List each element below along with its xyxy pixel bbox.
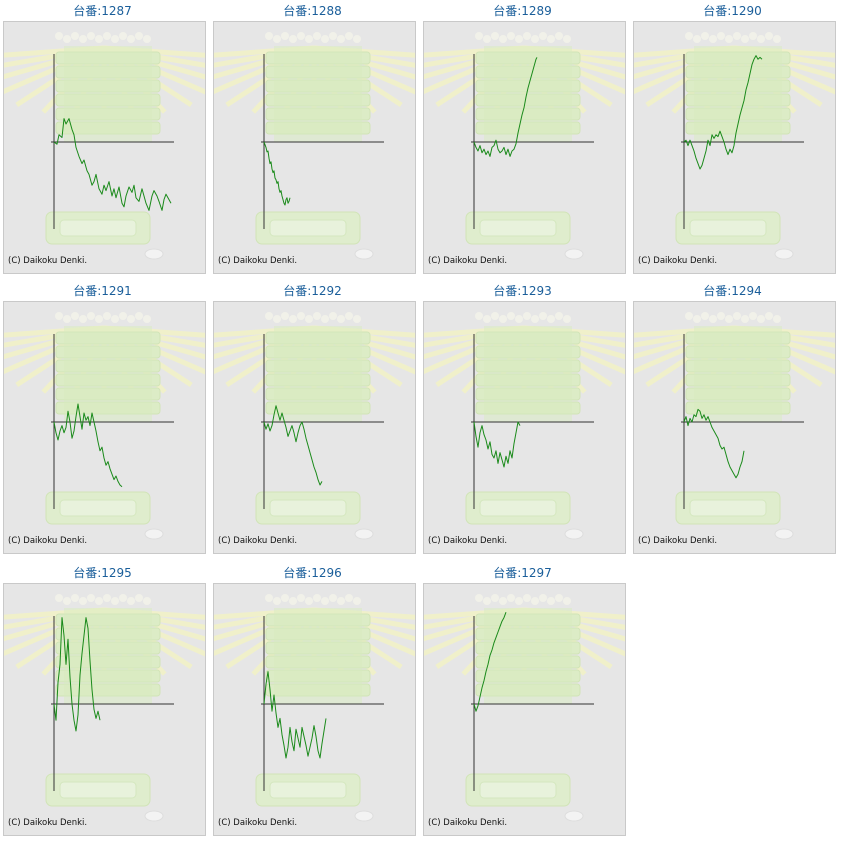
machine-number: 1290	[731, 4, 762, 18]
copyright-text: (C) Daikoku Denki.	[428, 818, 508, 828]
machine-chart-1293: 台番:1293 (C) Daikoku Denki.	[420, 280, 626, 556]
copyright-text: (C) Daikoku Denki.	[218, 536, 298, 546]
machine-title-prefix: 台番:	[283, 566, 312, 580]
watermark-illustration	[4, 312, 205, 540]
machine-chart-1296: 台番:1296 (C) Daikoku Denki.	[210, 562, 416, 838]
machine-number: 1292	[311, 284, 342, 298]
machine-number: 1291	[101, 284, 132, 298]
machine-chart-1290: 台番:1290 (C) Daikoku Denki.	[630, 0, 836, 276]
slump-graph	[424, 32, 625, 260]
copyright-text: (C) Daikoku Denki.	[638, 256, 718, 266]
series-line	[263, 405, 323, 486]
slump-graph	[214, 312, 415, 540]
machine-number: 1288	[311, 4, 342, 18]
series-line	[53, 118, 172, 211]
chart-panel: (C) Daikoku Denki.	[423, 21, 626, 274]
machine-title-prefix: 台番:	[283, 4, 312, 18]
copyright-text: (C) Daikoku Denki.	[218, 256, 298, 266]
copyright-text: (C) Daikoku Denki.	[8, 536, 88, 546]
machine-chart-1297: 台番:1297 (C) Daikoku Denki.	[420, 562, 626, 838]
machine-title-prefix: 台番:	[283, 284, 312, 298]
machine-number: 1297	[521, 566, 552, 580]
slump-graph	[214, 594, 415, 822]
machine-number: 1294	[731, 284, 762, 298]
machine-title[interactable]: 台番:1289	[420, 3, 625, 19]
series-line	[473, 421, 521, 468]
chart-panel: (C) Daikoku Denki.	[423, 583, 626, 836]
watermark-illustration	[214, 32, 415, 260]
machine-title[interactable]: 台番:1293	[420, 283, 625, 299]
machine-chart-1287: 台番:1287 (C) Daikoku Denki.	[0, 0, 206, 276]
machine-chart-1292: 台番:1292 (C) Daikoku Denki.	[210, 280, 416, 556]
watermark-illustration	[4, 32, 205, 260]
machine-title[interactable]: 台番:1296	[210, 565, 415, 581]
slump-graph	[4, 594, 205, 822]
machine-number: 1287	[101, 4, 132, 18]
machine-chart-1288: 台番:1288 (C) Daikoku Denki.	[210, 0, 416, 276]
watermark-illustration	[424, 32, 625, 260]
chart-panel: (C) Daikoku Denki.	[213, 21, 416, 274]
machine-title-prefix: 台番:	[73, 284, 102, 298]
machine-number: 1289	[521, 4, 552, 18]
watermark-illustration	[214, 312, 415, 540]
chart-panel: (C) Daikoku Denki.	[3, 583, 206, 836]
copyright-text: (C) Daikoku Denki.	[8, 818, 88, 828]
copyright-text: (C) Daikoku Denki.	[428, 536, 508, 546]
chart-panel: (C) Daikoku Denki.	[3, 21, 206, 274]
slump-graph	[424, 594, 625, 822]
slump-graph	[4, 312, 205, 540]
machine-title[interactable]: 台番:1297	[420, 565, 625, 581]
slump-graph	[634, 312, 835, 540]
series-line	[263, 141, 291, 206]
machine-title-prefix: 台番:	[703, 4, 732, 18]
chart-panel: (C) Daikoku Denki.	[633, 301, 836, 554]
series-line	[263, 671, 327, 759]
watermark-illustration	[214, 594, 415, 822]
chart-panel: (C) Daikoku Denki.	[633, 21, 836, 274]
watermark-illustration	[424, 312, 625, 540]
slump-graph	[214, 32, 415, 260]
machine-title-prefix: 台番:	[73, 566, 102, 580]
watermark-illustration	[634, 312, 835, 540]
slump-graph	[4, 32, 205, 260]
slump-graph	[424, 312, 625, 540]
chart-panel: (C) Daikoku Denki.	[213, 301, 416, 554]
machine-chart-1291: 台番:1291 (C) Daikoku Denki.	[0, 280, 206, 556]
machine-title[interactable]: 台番:1292	[210, 283, 415, 299]
series-line	[473, 57, 538, 157]
machine-number: 1295	[101, 566, 132, 580]
machine-title[interactable]: 台番:1287	[0, 3, 205, 19]
copyright-text: (C) Daikoku Denki.	[8, 256, 88, 266]
series-line	[683, 55, 763, 170]
chart-panel: (C) Daikoku Denki.	[423, 301, 626, 554]
machine-title-prefix: 台番:	[703, 284, 732, 298]
copyright-text: (C) Daikoku Denki.	[638, 536, 718, 546]
machine-title-prefix: 台番:	[493, 566, 522, 580]
machine-number: 1293	[521, 284, 552, 298]
watermark-illustration	[424, 594, 625, 822]
machine-title[interactable]: 台番:1290	[630, 3, 835, 19]
series-line	[53, 617, 101, 732]
copyright-text: (C) Daikoku Denki.	[428, 256, 508, 266]
machine-chart-1294: 台番:1294 (C) Daikoku Denki.	[630, 280, 836, 556]
machine-title-prefix: 台番:	[73, 4, 102, 18]
copyright-text: (C) Daikoku Denki.	[218, 818, 298, 828]
machine-number: 1296	[311, 566, 342, 580]
machine-title[interactable]: 台番:1291	[0, 283, 205, 299]
chart-panel: (C) Daikoku Denki.	[3, 301, 206, 554]
machine-title-prefix: 台番:	[493, 284, 522, 298]
machine-title-prefix: 台番:	[493, 4, 522, 18]
series-line	[683, 408, 745, 479]
slump-graph	[634, 32, 835, 260]
machine-title[interactable]: 台番:1295	[0, 565, 205, 581]
machine-chart-1289: 台番:1289 (C) Daikoku Denki.	[420, 0, 626, 276]
machine-title[interactable]: 台番:1288	[210, 3, 415, 19]
machine-title[interactable]: 台番:1294	[630, 283, 835, 299]
series-line	[53, 403, 123, 488]
chart-panel: (C) Daikoku Denki.	[213, 583, 416, 836]
watermark-illustration	[4, 594, 205, 822]
series-line	[473, 612, 507, 712]
machine-chart-1295: 台番:1295 (C) Daikoku Denki.	[0, 562, 206, 838]
